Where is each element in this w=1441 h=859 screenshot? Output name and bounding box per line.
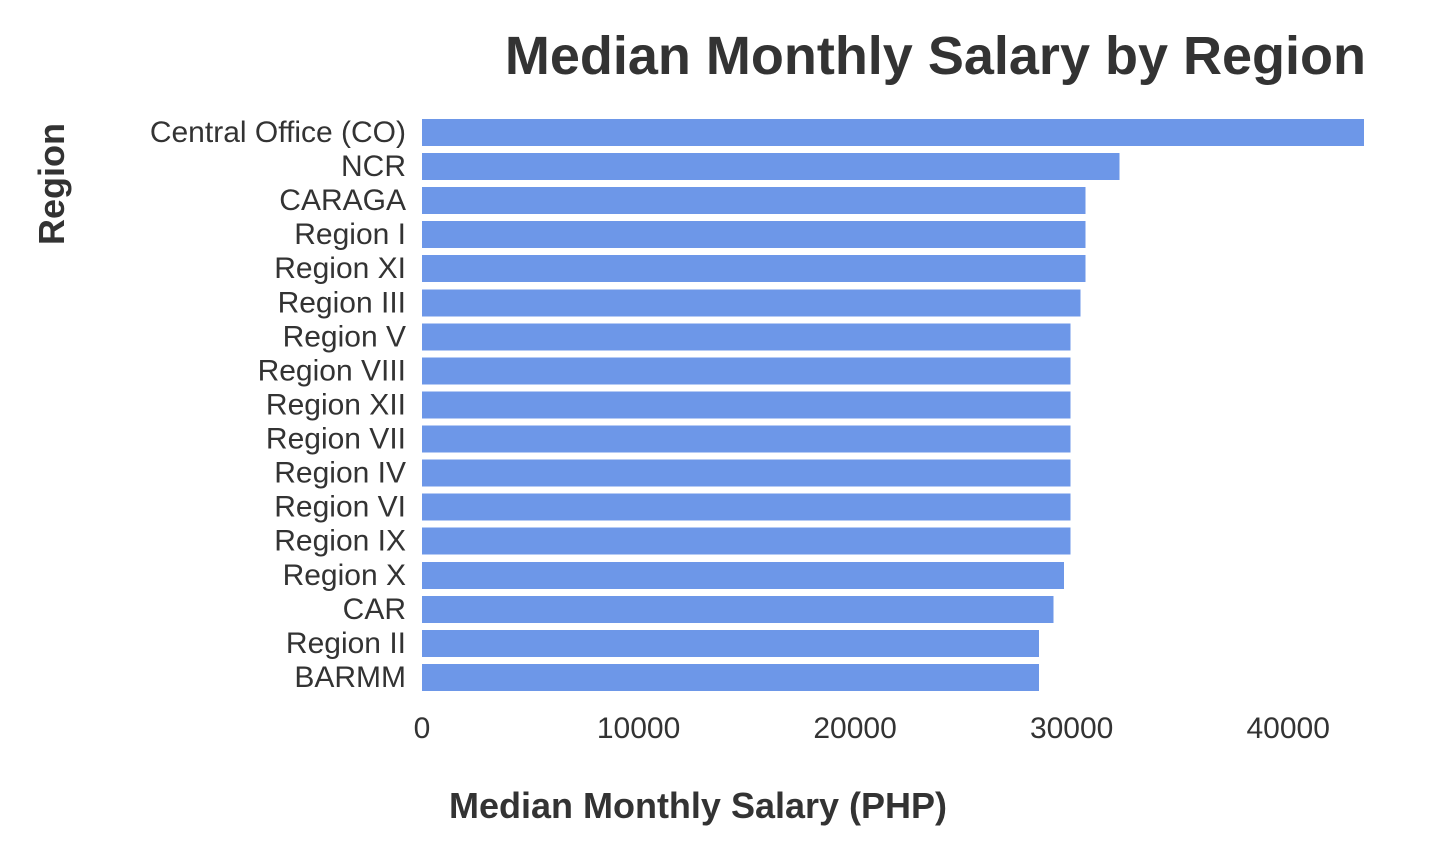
y-axis-title: Region [31,123,72,245]
chart-title: Median Monthly Salary by Region [505,26,1366,86]
category-label-region-iii: Region III [278,286,406,319]
bars-group [422,119,1364,691]
x-axis-title: Median Monthly Salary (PHP) [449,785,947,826]
category-label-region-i: Region I [294,218,406,251]
category-label-ncr: NCR [341,150,406,183]
category-label-barmm: BARMM [294,661,406,694]
bar-region-vii [422,425,1071,453]
category-label-car: CAR [343,593,406,626]
x-tick-label-10000: 10000 [597,712,680,745]
x-tick-label-0: 0 [414,712,431,745]
category-label-region-x: Region X [283,559,406,592]
x-tick-label-40000: 40000 [1246,712,1329,745]
bar-region-v [422,323,1071,351]
bar-region-i [422,221,1086,249]
x-tick-label-30000: 30000 [1030,712,1113,745]
bar-region-iv [422,459,1071,487]
bar-caraga [422,187,1086,215]
bar-region-x [422,561,1065,589]
bar-ncr [422,153,1120,181]
bar-region-iii [422,289,1081,317]
category-label-region-ii: Region II [286,627,406,660]
bar-region-xii [422,391,1071,419]
x-tick-label-20000: 20000 [813,712,896,745]
bar-central-office-co [422,119,1364,146]
x-axis-ticks: 0 10000 20000 30000 40000 [414,712,1330,745]
bar-region-xi [422,255,1086,283]
bar-region-ii [422,629,1040,657]
category-label-region-vii: Region VII [266,423,406,456]
category-label-region-xii: Region XII [266,388,406,421]
category-label-region-iv: Region IV [274,457,406,490]
category-label-region-v: Region V [283,320,406,353]
bar-barmm [422,663,1040,691]
bar-car [422,595,1054,623]
category-label-region-vi: Region VI [274,491,406,524]
category-label-region-ix: Region IX [274,525,406,558]
category-label-caraga: CARAGA [279,184,406,217]
category-label-central-office-co: Central Office (CO) [150,116,406,149]
category-label-region-viii: Region VIII [258,354,406,387]
category-label-region-xi: Region XI [274,252,406,285]
bar-region-viii [422,357,1071,385]
bar-region-ix [422,527,1071,555]
bar-region-vi [422,493,1071,521]
